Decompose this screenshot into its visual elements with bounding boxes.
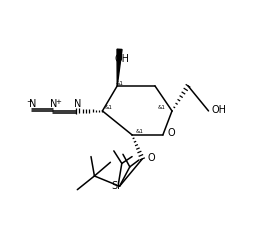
Text: +: +	[56, 99, 61, 105]
Text: &1: &1	[105, 105, 112, 110]
Text: N: N	[50, 99, 57, 109]
Text: N: N	[74, 99, 81, 109]
Text: O: O	[168, 128, 176, 138]
Text: &1: &1	[136, 129, 143, 134]
Text: OH: OH	[211, 105, 226, 115]
Text: OH: OH	[114, 54, 129, 64]
Text: N: N	[29, 99, 36, 109]
Text: Si: Si	[112, 181, 121, 191]
Text: &1: &1	[116, 81, 124, 86]
Text: &1: &1	[157, 105, 165, 110]
Text: −: −	[26, 99, 32, 105]
Text: O: O	[147, 153, 155, 163]
Polygon shape	[117, 49, 122, 86]
